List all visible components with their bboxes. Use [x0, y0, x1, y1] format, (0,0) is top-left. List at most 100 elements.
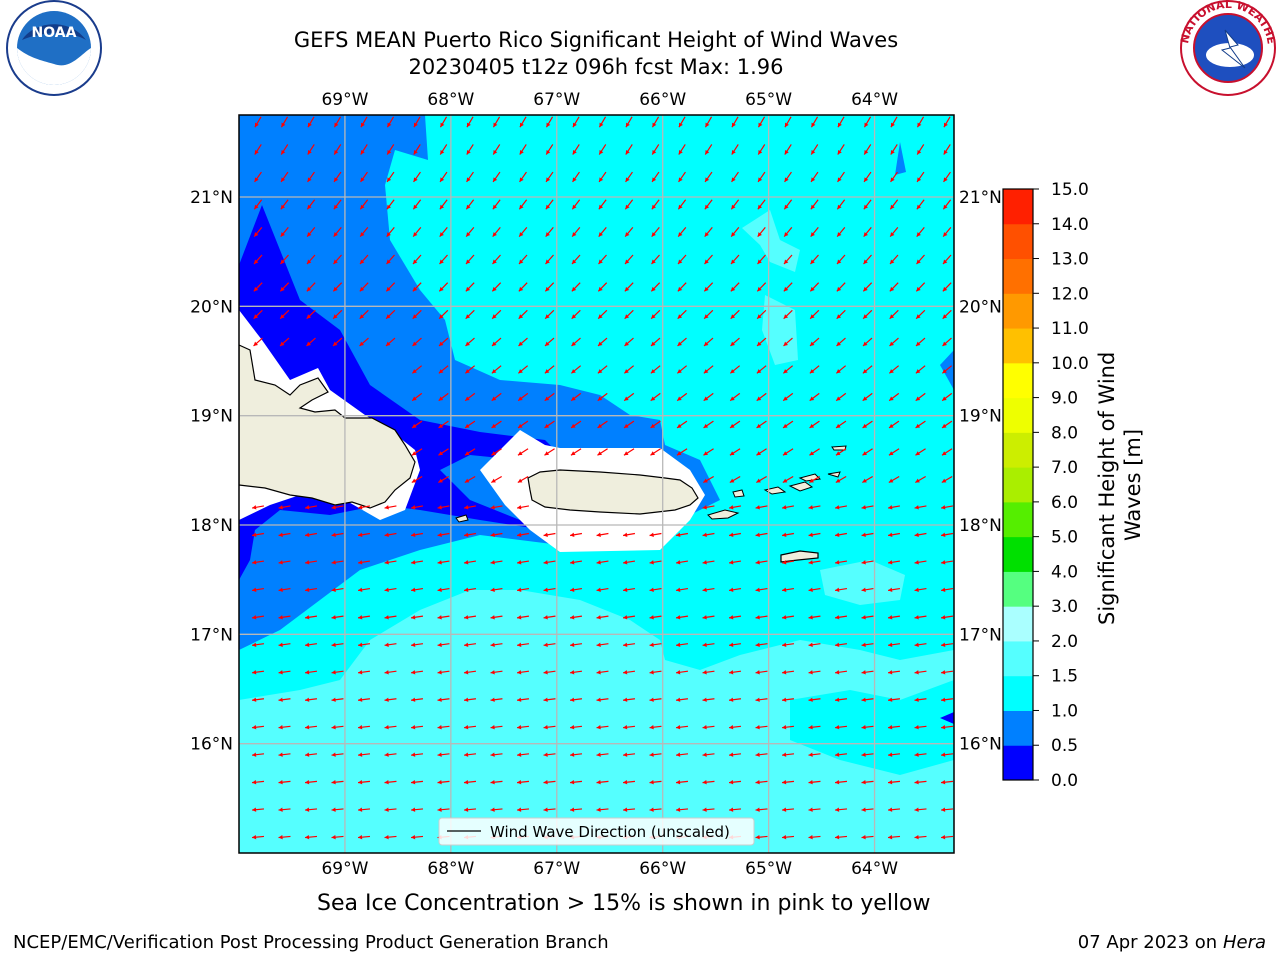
wave-direction-arrow: [649, 725, 662, 730]
wave-direction-arrow: [781, 615, 795, 620]
wave-direction-arrow: [622, 697, 636, 702]
lat-tick-label-right: 18°N: [959, 516, 1002, 536]
wave-direction-arrow: [731, 116, 739, 128]
wave-direction-arrow: [570, 420, 582, 429]
wave-direction-arrow: [544, 337, 555, 347]
wave-direction-arrow: [304, 697, 318, 702]
wave-direction-arrow: [518, 254, 528, 265]
wave-direction-arrow: [914, 780, 927, 785]
wave-direction-arrow: [808, 752, 821, 757]
wave-direction-arrow: [598, 116, 607, 128]
wave-direction-arrow: [543, 780, 556, 785]
wave-direction-arrow: [676, 448, 688, 456]
lat-tick-label-right: 19°N: [959, 407, 1002, 427]
wave-direction-arrow: [410, 587, 424, 592]
wave-direction-arrow: [517, 448, 529, 456]
wave-direction-arrow: [650, 365, 661, 374]
wave-direction-arrow: [862, 420, 873, 429]
wave-direction-arrow: [914, 670, 927, 675]
colorbar-segment: [1003, 536, 1033, 572]
wave-direction-arrow: [836, 226, 846, 238]
wave-direction-arrow: [569, 560, 583, 565]
wave-direction-arrow: [384, 752, 397, 757]
wave-direction-arrow: [543, 532, 556, 538]
wave-direction-arrow: [569, 780, 583, 785]
wave-direction-arrow: [861, 725, 874, 730]
colorbar-tick-label: 12.0: [1051, 284, 1089, 304]
wave-patch-north: [895, 142, 906, 175]
lat-tick-label-left: 21°N: [190, 188, 233, 208]
wave-direction-arrow: [466, 171, 474, 183]
lon-tick-label-top: 65°W: [745, 90, 792, 110]
wave-direction-arrow: [624, 337, 634, 347]
wave-direction-arrow: [412, 254, 422, 265]
wave-direction-arrow: [331, 587, 344, 592]
wave-direction-arrow: [622, 780, 636, 785]
wave-direction-arrow: [545, 199, 554, 210]
wave-direction-arrow: [649, 807, 662, 812]
wave-direction-arrow: [307, 144, 315, 155]
wave-direction-arrow: [412, 199, 422, 210]
wave-direction-arrow: [914, 532, 927, 538]
wave-direction-arrow: [571, 309, 581, 320]
wave-direction-arrow: [251, 834, 265, 840]
wave-direction-arrow: [915, 282, 926, 292]
wave-direction-arrow: [887, 834, 901, 840]
wave-direction-arrow: [359, 254, 369, 265]
wave-direction-arrow: [890, 144, 898, 155]
wave-direction-arrow: [861, 642, 874, 647]
wave-direction-arrow: [254, 116, 262, 128]
wave-direction-arrow: [809, 420, 820, 429]
wave-direction-arrow: [782, 365, 794, 374]
wave-direction-arrow: [492, 199, 501, 210]
wave-direction-arrow: [278, 807, 291, 812]
wave-direction-arrow: [836, 337, 846, 347]
wave-direction-arrow: [836, 199, 846, 210]
wave-patch-east-3: [762, 295, 798, 365]
wave-direction-arrow: [915, 337, 926, 347]
wave-band-1-5-to-2-0: [239, 590, 954, 853]
wave-direction-arrow: [518, 199, 528, 210]
wave-direction-arrow: [385, 337, 396, 347]
wave-direction-arrow: [438, 392, 449, 402]
wave-direction-arrow: [730, 199, 740, 210]
wave-direction-arrow: [887, 532, 901, 538]
wave-direction-arrow: [940, 780, 954, 785]
wave-direction-arrow: [517, 365, 529, 374]
wave-direction-arrow: [597, 309, 608, 320]
wave-direction-arrow: [675, 697, 689, 702]
wave-direction-arrow: [834, 505, 848, 510]
wave-direction-arrow: [251, 670, 265, 675]
wave-direction-arrow: [598, 144, 607, 155]
wave-direction-arrow: [304, 642, 318, 647]
wave-direction-arrow: [702, 807, 715, 812]
footer-host: Hera: [1222, 932, 1266, 953]
wave-direction-arrow: [463, 807, 477, 812]
wave-direction-arrow: [384, 587, 397, 592]
wave-direction-arrow: [834, 725, 848, 730]
colorbar-segment: [1003, 362, 1033, 399]
wave-direction-arrow: [384, 670, 397, 675]
wave-direction-arrow: [570, 392, 582, 402]
footer-date: 07 Apr 2023 on Hera: [1078, 932, 1266, 953]
wave-direction-arrow: [940, 505, 954, 510]
wave-direction-arrow: [491, 475, 502, 484]
wave-direction-arrow: [834, 834, 848, 840]
colorbar-tick-label: 15.0: [1051, 180, 1089, 200]
island-st-thomas: [763, 486, 787, 495]
wave-direction-arrow: [676, 420, 688, 429]
wave-direction-arrow: [942, 309, 952, 320]
wave-direction-arrow: [357, 670, 371, 675]
wave-direction-arrow: [651, 226, 660, 238]
wave-direction-arrow: [649, 615, 662, 620]
wave-direction-arrow: [411, 392, 423, 402]
wave-direction-arrow: [463, 642, 477, 647]
wave-direction-arrow: [809, 475, 820, 484]
wave-direction-arrow: [916, 116, 925, 128]
wave-direction-arrow: [544, 392, 555, 402]
wave-direction-arrow: [278, 615, 291, 620]
wave-direction-arrow: [463, 697, 477, 702]
lon-tick-label-bottom: 68°W: [427, 859, 474, 879]
colorbar-frame: [1002, 188, 1034, 781]
wave-direction-arrow: [675, 642, 689, 647]
